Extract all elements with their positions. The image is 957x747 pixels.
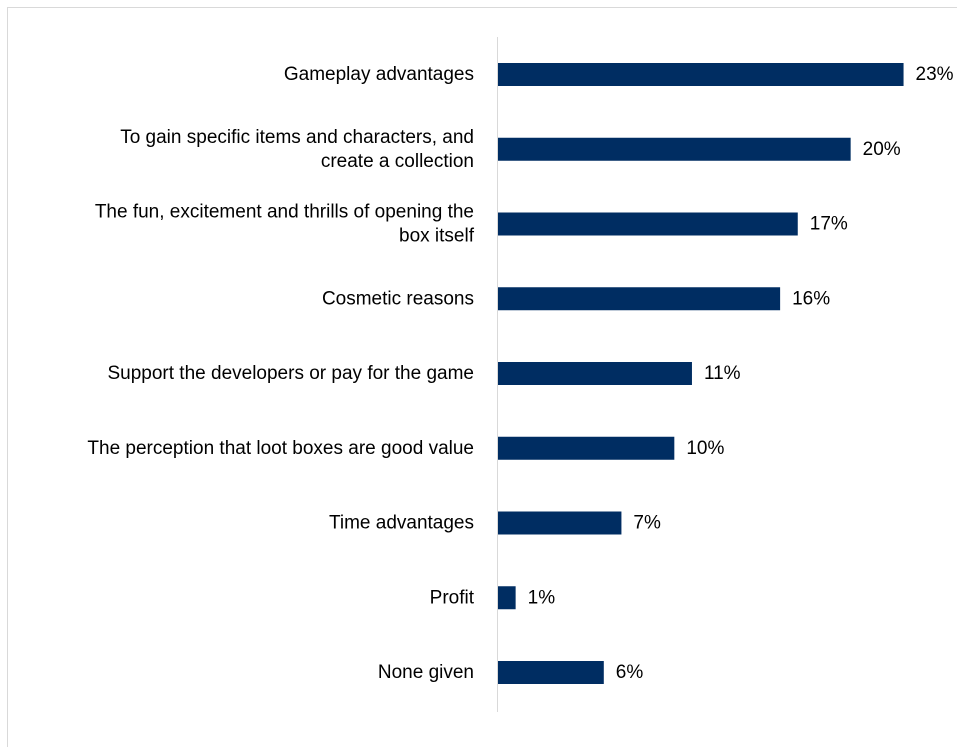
bar-6	[498, 436, 675, 460]
category-label-7: Time advantages	[329, 513, 474, 534]
bar-8	[498, 586, 516, 610]
value-label-2: 20%	[863, 139, 901, 160]
category-label-8: Profit	[430, 587, 475, 608]
bar-1	[498, 63, 904, 86]
value-label-4: 16%	[792, 288, 830, 309]
bars-group	[498, 63, 904, 684]
value-label-9: 6%	[616, 662, 644, 683]
value-label-3: 17%	[810, 214, 848, 235]
bar-5	[498, 362, 692, 385]
bar-3	[498, 212, 798, 236]
value-label-1: 23%	[916, 64, 954, 85]
chart-frame	[7, 7, 957, 747]
value-label-5: 11%	[704, 363, 741, 384]
category-labels-group: Gameplay advantages To gain specific item…	[87, 64, 474, 683]
bar-9	[498, 661, 604, 684]
value-labels-group: 23% 20% 17% 16% 11% 10% 7% 1% 6%	[528, 64, 954, 683]
value-label-8: 1%	[528, 587, 556, 608]
category-label-3: The fun, excitement and thrills of openi…	[95, 202, 475, 247]
bar-4	[498, 287, 781, 311]
category-label-9: None given	[378, 662, 474, 683]
category-label-4: Cosmetic reasons	[322, 288, 474, 309]
category-label-2: To gain specific items and characters, a…	[120, 127, 474, 172]
category-label-5: Support the developers or pay for the ga…	[107, 363, 474, 384]
bar-2	[498, 137, 851, 161]
bar-7	[498, 511, 622, 535]
value-label-6: 10%	[686, 438, 724, 459]
value-label-7: 7%	[633, 513, 661, 534]
category-label-1: Gameplay advantages	[284, 64, 474, 85]
category-label-6: The perception that loot boxes are good …	[87, 438, 474, 459]
